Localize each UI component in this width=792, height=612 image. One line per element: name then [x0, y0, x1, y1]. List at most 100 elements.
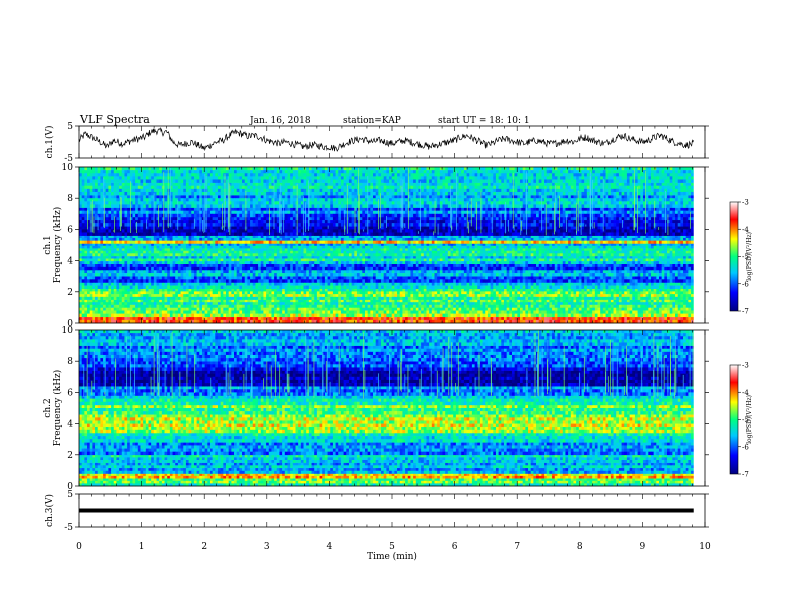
spectrogram-cell [437, 269, 441, 274]
spectrogram-cell [455, 294, 459, 298]
spectrogram-cell [343, 307, 347, 311]
spectrogram-cell [140, 313, 144, 318]
spectrogram-cell [84, 319, 88, 324]
spectrogram-cell [108, 304, 112, 308]
spectrogram-cell [127, 266, 131, 271]
spectrogram-cell [439, 269, 443, 274]
spectrogram-cell [503, 279, 508, 283]
spectrogram-cell [364, 269, 369, 274]
spectrogram-cell [121, 296, 125, 300]
spectrogram-cell [306, 304, 310, 308]
spectrogram-cell [188, 258, 192, 262]
spectrogram-cell [386, 316, 390, 321]
spectrogram-cell [314, 316, 318, 321]
spectrogram-cell [568, 307, 572, 311]
spectrogram-cell [477, 282, 481, 286]
spectrogram-cell [578, 294, 582, 298]
spectrogram-cell [554, 288, 558, 292]
spectrogram-cell [191, 307, 195, 311]
spectrogram-cell [431, 288, 435, 292]
spectrogram-cell [223, 285, 227, 289]
spectrogram-cell [683, 266, 687, 271]
spectrogram-cell [172, 302, 176, 306]
spectrogram-cell [514, 310, 518, 314]
spectrogram-cell [429, 276, 433, 280]
spectrogram-cell [183, 279, 187, 283]
spectrogram-cell [231, 294, 235, 298]
spectrogram-cell [667, 285, 671, 289]
spectrogram-cell [664, 263, 668, 268]
spectrogram-cell [629, 316, 633, 321]
spectrogram-cell [108, 269, 112, 274]
spectrogram-cell [263, 299, 267, 303]
spectrogram-cell [573, 316, 577, 321]
spectrogram-cell [597, 319, 601, 324]
spectrogram-cell [193, 282, 197, 286]
spectrogram-cell [226, 291, 230, 295]
spectrogram-cell [172, 288, 176, 292]
spectrogram-cell [236, 294, 240, 298]
spectrogram-cell [536, 296, 540, 300]
spectrogram-cell [129, 255, 133, 259]
spectrogram-cell [605, 282, 609, 286]
spectrogram-cell [650, 279, 655, 283]
spectrogram-cell [199, 299, 203, 303]
spectrogram-cell [209, 291, 214, 295]
spectrogram-cell [274, 288, 278, 292]
spectrogram-cell [552, 304, 556, 308]
spectrogram-cell [418, 291, 422, 295]
spectrogram-cell [544, 282, 548, 286]
spectrogram-cell [258, 307, 262, 311]
spectrogram-cell [287, 279, 291, 283]
spectrogram-cell [675, 279, 679, 283]
spectrogram-cell [322, 273, 326, 277]
spectrogram-cell [234, 263, 238, 268]
spectrogram-cell [284, 282, 288, 286]
spectrogram-cell [544, 263, 548, 268]
spectrogram-cell [87, 288, 91, 292]
spectrogram-cell [324, 285, 328, 289]
spectrogram-cell [247, 294, 251, 298]
spectrogram-cell [669, 296, 673, 300]
spectrogram-cell [209, 266, 214, 271]
spectrogram-cell [161, 258, 165, 262]
spectrogram-cell [172, 304, 176, 308]
spectrogram-cell [407, 294, 411, 298]
spectrogram-cell [618, 263, 622, 268]
spectrogram-cell [624, 313, 628, 318]
spectrogram-cell [517, 313, 521, 318]
spectrogram-cell [108, 316, 112, 321]
spectrogram-cell [437, 291, 441, 295]
spectrogram-cell [177, 296, 181, 300]
spectrogram-cell [191, 313, 195, 318]
spectrogram-cell [100, 255, 104, 259]
spectrogram-cell [351, 307, 355, 311]
spectrogram-cell [490, 276, 494, 280]
spectrogram-cell [634, 307, 638, 311]
spectrogram-cell [169, 296, 173, 300]
spectrogram-cell [124, 296, 128, 300]
spectrogram-cell [100, 294, 104, 298]
spectrogram-cell [373, 307, 377, 311]
spectrogram-cell [151, 304, 155, 308]
spectrogram-cell [648, 302, 652, 306]
spectrogram-cell [308, 291, 312, 295]
spectrogram-cell [413, 316, 417, 321]
spectrogram-cell [541, 269, 545, 274]
spectrogram-cell [610, 279, 614, 283]
spectrogram-cell [589, 263, 593, 268]
spectrogram-cell [306, 296, 310, 300]
spectrogram-cell [252, 304, 256, 308]
spectrogram-cell [196, 279, 200, 283]
spectrogram-cell [111, 266, 115, 271]
spectrogram-cell [423, 276, 427, 280]
spectrogram-cell [624, 288, 628, 292]
spectrogram-cell [183, 282, 187, 286]
spectrogram-cell [201, 255, 206, 259]
spectrogram-cell [536, 316, 540, 321]
spectrogram-cell [650, 263, 655, 268]
spectrogram-cell [501, 296, 505, 300]
spectrogram-cell [330, 302, 334, 306]
spectrogram-cell [610, 263, 614, 268]
spectrogram-cell [116, 291, 120, 295]
